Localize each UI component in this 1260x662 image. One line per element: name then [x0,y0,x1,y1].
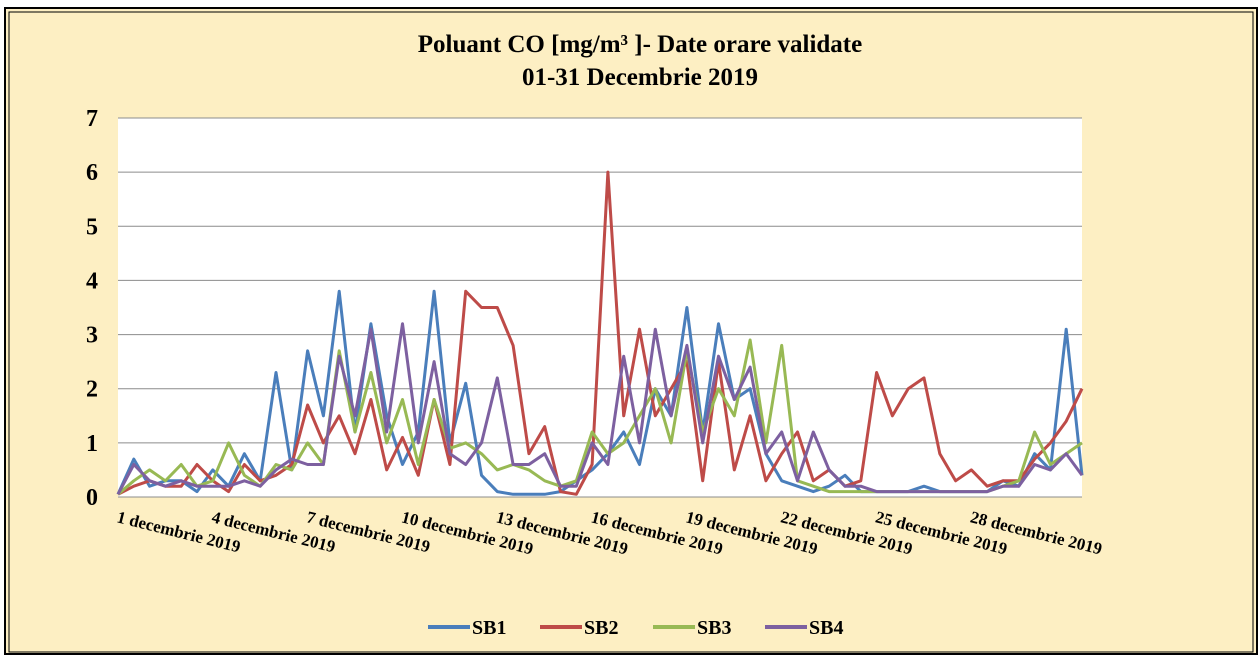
y-tick-label: 6 [86,160,98,186]
y-tick-label: 3 [86,323,98,349]
legend-label: SB1 [472,617,506,639]
series-line [116,289,1084,496]
y-tick-label: 7 [86,106,98,132]
legend-label: SB3 [697,617,731,639]
series-line [117,170,1084,496]
chart-title: Poluant CO [mg/m³ ]- Date orare validate [418,31,862,58]
legend-label: SB2 [584,617,618,639]
y-tick-label: 1 [86,431,98,457]
legend-label: SB4 [809,617,843,639]
y-tick-label: 5 [86,214,98,240]
y-tick-label: 0 [86,485,98,511]
series-line [116,322,1084,496]
frame-inner [8,11,1254,653]
chart-subtitle: 01-31 Decembrie 2019 [522,64,758,91]
y-tick-label: 2 [86,377,98,403]
y-tick-label: 4 [86,268,98,294]
